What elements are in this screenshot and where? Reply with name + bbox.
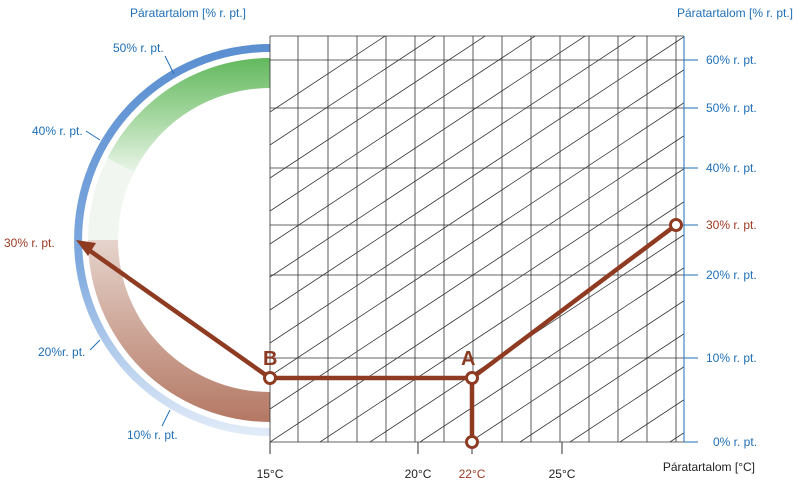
dial-label-30: 30% r. pt. xyxy=(4,236,55,250)
x-tick-22: 22°C xyxy=(459,467,486,481)
x-axis-label: Páratartalom [°C] xyxy=(663,460,755,474)
right-tick-40: 40% r. pt. xyxy=(706,161,757,175)
x-axis xyxy=(269,442,563,454)
right-tick-60: 60% r. pt. xyxy=(706,53,757,67)
humidity-curve xyxy=(270,168,684,442)
right-axis xyxy=(683,36,698,443)
humidity-curve xyxy=(270,36,386,113)
dial-label-20: 20%r. pt. xyxy=(38,345,85,359)
dial-label-50: 50% r. pt. xyxy=(113,41,164,55)
humidity-curve xyxy=(270,36,536,212)
reading-path xyxy=(84,223,678,442)
humidity-curve xyxy=(270,36,636,278)
dial-leader-lines xyxy=(85,55,175,427)
right-tick-20: 20% r. pt. xyxy=(706,268,757,282)
humidity-curves xyxy=(270,0,800,442)
humidity-curve xyxy=(770,0,800,442)
right-tick-10: 10% r. pt. xyxy=(706,351,757,365)
humidity-curve xyxy=(270,36,436,146)
dial-label-40: 40% r. pt. xyxy=(32,124,83,138)
humidity-curve xyxy=(270,36,586,245)
humidity-dial xyxy=(74,44,270,436)
x-tick-20: 20°C xyxy=(405,467,432,481)
humidity-curve xyxy=(270,102,684,377)
right-title: Páratartalom [% r. pt.] xyxy=(677,6,793,20)
right-tick-0: 0% r. pt. xyxy=(713,435,757,449)
left-title: Páratartalom [% r. pt.] xyxy=(130,6,246,20)
x-tick-15: 15°C xyxy=(257,467,284,481)
humidity-curve xyxy=(270,69,684,344)
point-bottom-marker xyxy=(465,435,479,449)
humidity-curve xyxy=(270,36,486,179)
humidity-curve xyxy=(270,135,684,410)
right-tick-30: 30% r. pt. xyxy=(706,218,757,232)
humidity-curve xyxy=(469,300,684,442)
point-a-marker xyxy=(465,371,479,385)
reading-arrowhead xyxy=(76,240,96,256)
x-tick-25: 25°C xyxy=(549,467,576,481)
humidity-curve xyxy=(519,333,684,442)
humidity-curve xyxy=(319,201,684,442)
point-right-marker xyxy=(669,218,683,232)
humidity-curve xyxy=(270,36,684,311)
dial-green-band xyxy=(107,58,270,172)
dial-label-10: 10% r. pt. xyxy=(127,428,178,442)
point-b-marker xyxy=(263,371,277,385)
right-tick-50: 50% r. pt. xyxy=(706,101,757,115)
humidity-curve xyxy=(419,267,684,442)
dial-brown-band xyxy=(88,240,270,422)
point-a-label: A xyxy=(461,348,475,370)
point-b-label: B xyxy=(263,348,277,370)
